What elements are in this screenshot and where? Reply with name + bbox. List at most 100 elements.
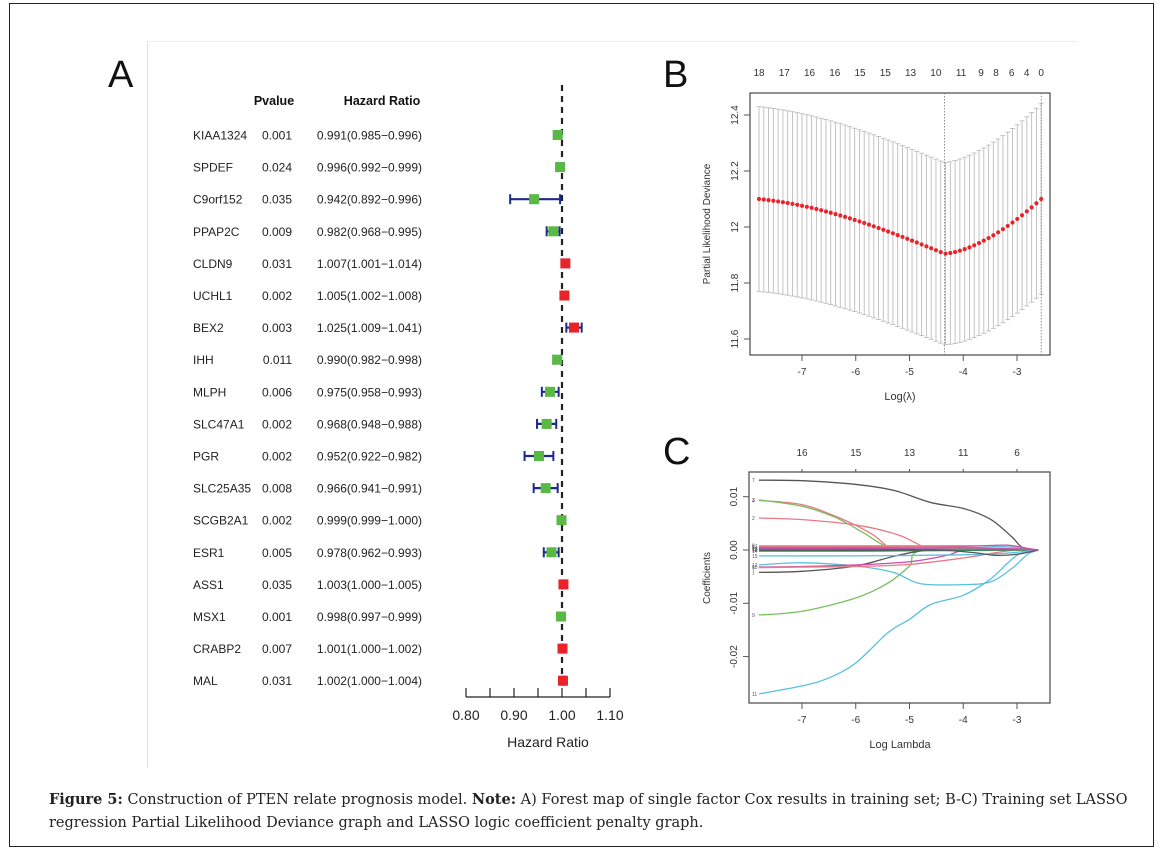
forest-point (552, 130, 563, 140)
figure-frame (9, 3, 1154, 847)
caption-note-label: Note: (471, 791, 517, 808)
forest-hr-text: 0.968(0.948−0.988) (317, 417, 422, 431)
forest-pvalue: 0.031 (262, 674, 292, 688)
caption-text-2: A) Forest map of single factor Cox resul… (49, 792, 1128, 831)
forest-hr-text: 0.942(0.892−0.996) (317, 193, 422, 207)
forest-point (569, 322, 579, 333)
forest-pvalue: 0.001 (262, 129, 292, 143)
forest-gene-label: SCGB2A1 (193, 514, 249, 528)
forest-pvalue: 0.035 (262, 578, 292, 592)
forest-row-mark (552, 130, 563, 140)
forest-gene-label: SPDEF (193, 161, 233, 175)
forest-x-tick-label: 1.00 (548, 707, 575, 723)
forest-gene-label: CLDN9 (193, 257, 233, 271)
forest-gene-label: PGR (193, 450, 219, 464)
forest-hr-text: 0.991(0.985−0.996) (317, 129, 422, 143)
forest-row-mark (559, 290, 570, 301)
caption-figure-label: Figure 5: (49, 791, 123, 808)
forest-gene-label: SLC25A35 (193, 482, 251, 496)
forest-point (546, 547, 557, 558)
forest-point (541, 418, 552, 429)
forest-pvalue: 0.002 (262, 514, 292, 528)
forest-hr-text: 0.999(0.999−1.000) (317, 514, 422, 528)
forest-header-hr: Hazard Ratio (344, 94, 421, 108)
forest-hr-text: 0.952(0.922−0.982) (317, 450, 422, 464)
forest-gene-label: ESR1 (193, 546, 225, 560)
forest-pvalue: 0.009 (262, 225, 292, 239)
forest-point (559, 290, 570, 301)
forest-hr-text: 0.975(0.958−0.993) (317, 385, 422, 399)
forest-hr-text: 0.982(0.968−0.995) (317, 225, 422, 239)
panel-label-a: A (108, 54, 134, 96)
forest-row-mark (540, 386, 560, 397)
panel-label-c: C (663, 431, 691, 473)
forest-row-mark (560, 258, 571, 269)
forest-hr-text: 0.966(0.941−0.991) (317, 482, 422, 496)
forest-pvalue: 0.031 (262, 257, 292, 271)
forest-row-mark (565, 322, 583, 333)
forest-gene-label: ASS1 (193, 578, 224, 592)
forest-point (557, 643, 568, 654)
forest-gene-label: CRABP2 (193, 642, 241, 656)
forest-gene-label: MLPH (193, 385, 226, 399)
forest-point (545, 386, 555, 397)
forest-hr-text: 1.001(1.000−1.002) (317, 642, 422, 656)
forest-hr-text: 0.990(0.982−0.998) (317, 353, 422, 367)
forest-row-mark (552, 354, 563, 365)
forest-point (533, 451, 544, 461)
forest-hr-text: 1.007(1.001−1.014) (317, 257, 422, 271)
forest-row-mark (557, 675, 568, 686)
forest-x-tick-label: 0.90 (500, 707, 527, 723)
forest-hr-text: 1.025(1.009−1.041) (317, 321, 422, 335)
forest-pvalue: 0.008 (262, 482, 292, 496)
forest-gene-label: C9orf152 (193, 193, 243, 207)
forest-header-pvalue: Pvalue (254, 94, 294, 108)
forest-xlabel: Hazard Ratio (507, 734, 589, 750)
forest-row-mark (556, 611, 567, 622)
forest-pvalue: 0.011 (263, 353, 292, 367)
forest-hr-text: 0.996(0.992−0.999) (317, 161, 422, 175)
panel-label-b: B (663, 54, 689, 96)
forest-point (557, 675, 568, 686)
forest-point (558, 579, 569, 590)
forest-x-tick-label: 0.80 (452, 707, 479, 723)
forest-gene-label: MSX1 (193, 610, 226, 624)
forest-hr-text: 1.005(1.002−1.008) (317, 289, 422, 303)
forest-pvalue: 0.005 (262, 546, 292, 560)
forest-point (552, 354, 563, 365)
forest-row-mark (532, 483, 559, 494)
forest-row-mark (545, 226, 561, 237)
forest-hr-text: 1.003(1.000−1.005) (317, 578, 422, 592)
forest-point (548, 226, 559, 237)
forest-point (555, 162, 566, 173)
forest-gene-label: MAL (193, 674, 218, 688)
forest-row-mark (557, 643, 568, 654)
forest-pvalue: 0.002 (262, 417, 292, 431)
forest-gene-label: UCHL1 (193, 289, 233, 303)
forest-x-tick-label: 1.10 (596, 707, 623, 723)
forest-row-mark (556, 515, 567, 526)
forest-point (560, 258, 571, 269)
figure-area (147, 41, 1078, 768)
forest-row-mark (542, 547, 560, 558)
forest-hr-text: 1.002(1.000−1.004) (317, 674, 422, 688)
forest-point (556, 515, 567, 526)
forest-pvalue: 0.001 (262, 610, 292, 624)
forest-point (529, 194, 540, 205)
forest-row-mark (523, 451, 555, 461)
forest-pvalue: 0.002 (262, 289, 292, 303)
forest-gene-label: SLC47A1 (193, 417, 245, 431)
forest-gene-label: BEX2 (193, 321, 224, 335)
forest-pvalue: 0.003 (262, 321, 292, 335)
forest-pvalue: 0.002 (262, 450, 292, 464)
forest-gene-label: IHH (193, 353, 214, 367)
forest-pvalue: 0.006 (262, 385, 292, 399)
forest-row-mark (558, 579, 569, 590)
forest-gene-label: KIAA1324 (193, 129, 247, 143)
forest-point (540, 483, 551, 494)
caption-text-1: Construction of PTEN relate prognosis mo… (122, 792, 472, 808)
figure-caption: Figure 5: Construction of PTEN relate pr… (49, 788, 1129, 835)
forest-row-mark (509, 194, 562, 205)
forest-hr-text: 0.998(0.997−0.999) (317, 610, 422, 624)
